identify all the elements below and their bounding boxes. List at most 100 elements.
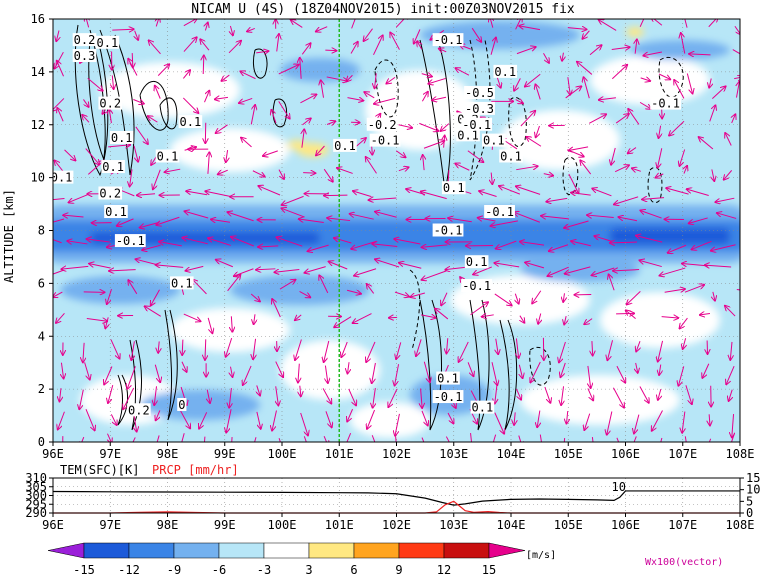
wind-vector [584,77,590,99]
wind-vector [664,289,685,292]
wind-vector [539,434,542,442]
wind-vector [599,20,617,31]
tem-tick-label: 305 [25,480,47,494]
wind-vector [441,292,448,306]
chart-title: NICAM U (4S) (18Z04NOV2015) init:00Z03NO… [191,2,575,17]
vector-label: Wx100(vector) [645,557,723,568]
contour-label: -0.3 [464,101,495,116]
wind-vector [319,275,329,294]
wind-vector [87,239,110,242]
wind-vector [592,267,615,275]
wind-vector [520,111,535,127]
wind-vector [253,338,256,359]
wind-vector [616,365,625,383]
wind-vector [300,58,301,79]
wind-vector [569,146,589,151]
colorbar-tick-label: 6 [350,563,357,575]
wind-vector [112,75,113,89]
wind-vector [183,19,197,27]
wind-vector [295,314,302,320]
wind-vector [568,77,570,94]
colorbar-swatch [263,542,310,559]
wind-vector [316,145,325,155]
wind-vector [614,196,639,205]
wind-vector [375,212,397,218]
wind-vectors [53,19,740,442]
colorbar-tick-label: -3 [257,563,271,575]
wind-vector [386,76,396,83]
wind-vector [256,411,261,429]
wind-vector [634,414,640,434]
wind-vector [84,362,90,379]
colorbar-tick-label: -9 [167,563,181,575]
wind-vector [421,437,425,442]
wind-vector [421,74,432,77]
wind-vector [229,388,231,408]
wind-vector [256,51,268,53]
wind-vector [609,274,615,291]
wind-vector [374,97,396,103]
wind-vector [53,239,62,244]
wind-vector [398,125,413,128]
wind-vector [323,168,333,181]
wind-vector [395,150,405,158]
wind-vector [544,386,551,403]
wind-vector [61,266,89,269]
wind-vector [651,19,663,26]
wind-vector [496,338,498,354]
wind-vector [364,92,375,99]
wind-vector [414,29,421,43]
wind-vector [496,240,517,249]
contour-label: 0.2 [98,96,123,111]
wind-vector [110,339,120,359]
wind-vector [516,338,518,357]
wind-vector [325,411,332,427]
wind-vector [410,292,425,297]
wind-vector [127,366,136,388]
colorbar-tick-label: -15 [73,563,95,575]
wind-vector [643,51,663,56]
tem-tick-label: 300 [25,489,47,503]
wind-vector [308,244,329,251]
wind-vector [682,411,685,433]
wind-vector [515,100,523,104]
wind-vector [205,23,207,31]
wind-vector [303,436,307,442]
wind-vector [53,269,64,275]
wind-vector [678,366,685,385]
surface-x-tick-label: 104E [497,518,526,532]
wind-vector [636,340,640,351]
wind-vector [712,169,714,181]
x-tick-label: 104E [497,447,526,461]
wind-vector [231,316,232,331]
wind-vector [135,126,148,144]
wind-vector [133,99,143,103]
wind-vector [725,306,736,317]
wind-vector [611,47,630,49]
wind-vector [639,260,662,268]
prcp-series-line [53,500,740,514]
wind-vector [395,19,408,28]
wind-vector [57,61,64,77]
wind-vector [154,386,156,405]
contour-label: 0.1 [101,160,125,174]
contour-label: 0.1 [104,204,128,219]
wind-vector [591,437,594,442]
wind-vector [324,340,330,362]
wind-vector [419,122,438,131]
svg-text:-0.1: -0.1 [434,224,463,238]
wind-vector [58,411,65,430]
contour-label: -0.1 [461,279,493,293]
svg-text:0.1: 0.1 [457,128,479,142]
wind-vector [421,410,428,426]
wind-vector [86,19,89,28]
contour-label: 0.1 [333,138,357,153]
svg-text:0.1: 0.1 [180,115,202,129]
wind-vector [636,362,638,373]
wind-vector [185,211,209,219]
wind-vector [421,388,423,407]
wind-vector [59,388,61,401]
contour-label: -0.2 [366,117,398,132]
wind-vector [183,37,197,52]
wind-vector [537,410,540,428]
